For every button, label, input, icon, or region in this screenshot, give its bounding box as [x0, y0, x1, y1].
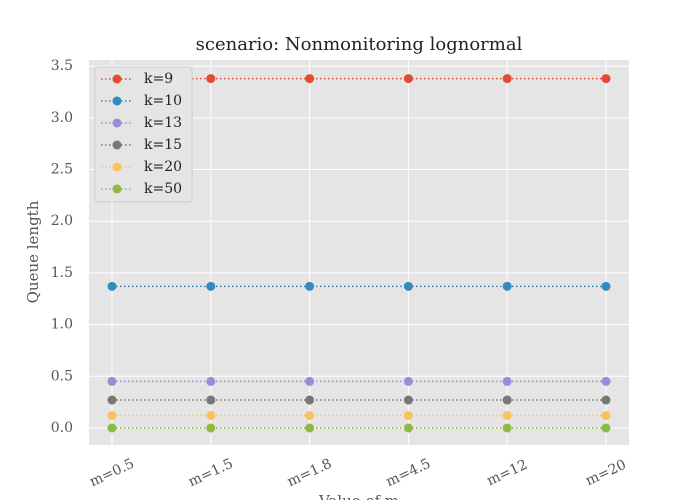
x-tick-label: m=20 — [583, 457, 629, 490]
data-point — [305, 281, 315, 291]
data-point — [403, 423, 413, 433]
data-point — [206, 395, 216, 405]
data-point — [502, 411, 512, 421]
y-tick-label: 1.5 — [51, 265, 73, 281]
data-point — [206, 423, 216, 433]
data-point — [206, 281, 216, 291]
legend: k=9 k=10 k=13 k=15 k=20 k=50 — [94, 66, 193, 203]
y-tick-label: 3.5 — [51, 58, 73, 74]
legend-label: k=20 — [144, 159, 182, 175]
data-point — [107, 281, 117, 291]
legend-label: k=15 — [144, 137, 182, 153]
y-tick-label: 0.0 — [51, 420, 73, 436]
data-point — [107, 423, 117, 433]
data-point — [107, 395, 117, 405]
y-tick-label: 0.5 — [51, 368, 73, 384]
legend-label: k=50 — [144, 181, 182, 197]
y-tick-label: 1.0 — [51, 317, 73, 333]
y-axis-label: Queue length — [24, 200, 42, 303]
chart-title: scenario: Nonmonitoring lognormal — [196, 34, 523, 55]
data-point — [601, 281, 611, 291]
x-tick-label: m=12 — [484, 457, 530, 490]
legend-marker — [112, 74, 122, 84]
legend-marker — [112, 140, 122, 150]
x-tick-label: m=0.5 — [87, 456, 137, 490]
series-group — [107, 74, 611, 433]
y-tick-label: 2.5 — [51, 162, 73, 178]
legend-marker — [112, 118, 122, 128]
y-tick-label: 3.0 — [51, 110, 73, 126]
y-tick-label: 2.0 — [51, 213, 73, 229]
data-point — [305, 376, 315, 386]
data-point — [403, 281, 413, 291]
data-point — [305, 411, 315, 421]
data-point — [305, 423, 315, 433]
legend-label: k=10 — [144, 93, 182, 109]
data-point — [403, 395, 413, 405]
legend-marker — [112, 184, 122, 194]
data-point — [403, 411, 413, 421]
data-point — [206, 411, 216, 421]
data-point — [502, 376, 512, 386]
data-point — [601, 423, 611, 433]
legend-label: k=9 — [144, 71, 173, 87]
data-point — [502, 423, 512, 433]
data-point — [206, 74, 216, 84]
data-point — [601, 395, 611, 405]
x-tick-label: m=1.5 — [186, 456, 236, 490]
x-tick-label: m=1.8 — [285, 456, 335, 490]
legend-marker — [112, 162, 122, 172]
x-axis-label: Value of m — [318, 492, 399, 500]
data-point — [107, 411, 117, 421]
data-point — [403, 376, 413, 386]
x-tick-label: m=4.5 — [384, 456, 434, 490]
data-point — [601, 74, 611, 84]
data-point — [502, 395, 512, 405]
data-point — [206, 376, 216, 386]
data-point — [502, 74, 512, 84]
data-point — [305, 395, 315, 405]
data-point — [502, 281, 512, 291]
legend-marker — [112, 96, 122, 106]
data-point — [305, 74, 315, 84]
data-point — [403, 74, 413, 84]
data-point — [601, 376, 611, 386]
data-point — [601, 411, 611, 421]
legend-label: k=13 — [144, 115, 182, 131]
data-point — [107, 376, 117, 386]
